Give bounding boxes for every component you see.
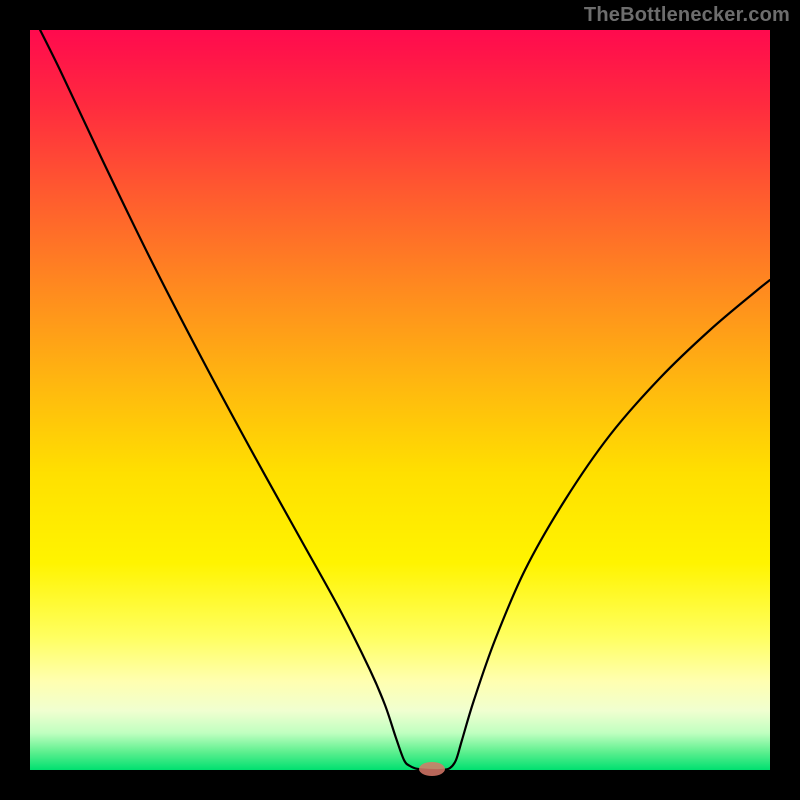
chart-gradient-panel — [30, 30, 770, 770]
bottleneck-chart-svg — [0, 0, 800, 800]
chart-container: TheBottlenecker.com — [0, 0, 800, 800]
optimum-marker — [419, 762, 445, 776]
watermark-text: TheBottlenecker.com — [584, 4, 790, 27]
